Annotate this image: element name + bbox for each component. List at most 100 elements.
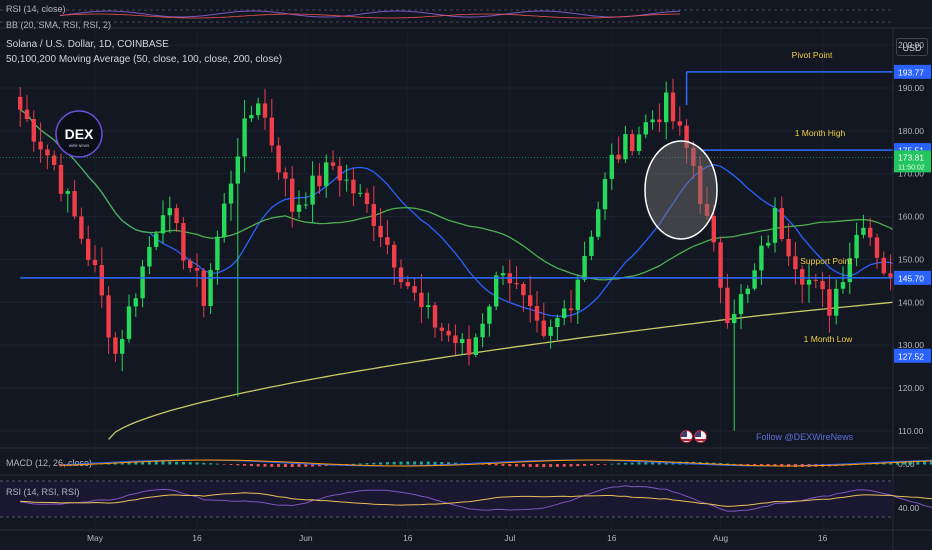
candle-body [752, 270, 757, 289]
macd-bar [759, 464, 763, 466]
top-bb-line [59, 13, 680, 19]
macd-bar [358, 463, 362, 465]
macd-bar [753, 464, 757, 466]
candle-body [235, 156, 240, 184]
candlesticks [18, 78, 932, 431]
macd-bar [576, 464, 580, 467]
candle-body [548, 326, 553, 336]
candle-body [92, 259, 98, 266]
candle-body [759, 245, 764, 271]
macd-bar [392, 461, 396, 465]
candle-body [466, 338, 472, 355]
candle-body [201, 270, 206, 306]
macd-bar [521, 464, 525, 467]
us-flag-icon[interactable] [694, 430, 707, 443]
macd-bar [555, 464, 559, 467]
macd-bar [236, 464, 240, 466]
candle-body [398, 267, 404, 283]
currency-button[interactable]: USD [896, 38, 928, 56]
macd-tick-label: 0.00 [898, 459, 915, 469]
macd-bar [929, 461, 932, 465]
macd-bar [243, 464, 247, 466]
candle-body [133, 298, 138, 307]
candle-body [528, 295, 533, 306]
moving-average-legend[interactable]: 50,100,200 Moving Average (50, close, 10… [6, 54, 283, 65]
candle-body [704, 203, 710, 216]
candle-body [256, 103, 261, 116]
macd-bar [304, 464, 308, 467]
time-tick-label: Jun [299, 533, 313, 543]
candle-body [24, 109, 30, 120]
time-tick-label: 16 [192, 533, 202, 543]
candle-body [324, 162, 329, 187]
candle-body [820, 280, 825, 290]
macd-bar [127, 462, 131, 465]
macd-bar [202, 462, 206, 465]
macd-bar [623, 462, 627, 465]
macd-bar [766, 464, 770, 467]
level-price-tag [894, 348, 931, 363]
macd-bar [215, 463, 219, 465]
candle-body [269, 117, 274, 146]
candle-body [147, 246, 152, 267]
level-price-tag [894, 64, 931, 79]
indicator-panels: MACD (12, 26, close) 0.00 RSI (14, RSI, RS… [0, 0, 932, 518]
macd-bar [222, 464, 226, 465]
candle-body [432, 305, 438, 328]
countdown-label: 11:50:02 [898, 164, 925, 171]
us-flag-icon[interactable] [680, 430, 693, 443]
rsi-line [20, 485, 932, 512]
macd-bar [147, 461, 151, 465]
candle-body [412, 286, 417, 293]
macd-bar [909, 461, 913, 465]
macd-bar [780, 464, 784, 467]
macd-bar [603, 464, 607, 465]
candle-body [623, 134, 628, 160]
macd-bar [351, 463, 355, 465]
candle-body [194, 268, 200, 271]
candle-body [303, 204, 308, 206]
candle-body [813, 279, 818, 281]
candle-body [473, 337, 478, 355]
candle-body [766, 242, 771, 246]
level-name-label: 1 Month High [795, 128, 846, 138]
macd-bar [120, 462, 124, 465]
macd-bar [719, 463, 723, 465]
top-bb-label: BB (20, SMA, RSI, RSI, 2) [6, 20, 112, 30]
candle-body [262, 103, 268, 118]
current-price-tag [894, 150, 931, 173]
candle-body [154, 233, 159, 247]
macd-bar [209, 463, 213, 465]
candle-body [786, 239, 791, 257]
macd-bar [385, 462, 389, 465]
candle-body [684, 125, 689, 148]
macd-bar [542, 464, 546, 467]
symbol-title[interactable]: Solana / U.S. Dollar, 1D, COINBASE [6, 39, 169, 50]
price-tick-label: 200.00 [898, 40, 924, 50]
candle-body [806, 279, 812, 285]
macd-bar [644, 461, 648, 465]
moving-average-line [19, 109, 932, 281]
candle-body [120, 339, 125, 354]
macd-bar [365, 463, 369, 465]
highlight-circle [644, 140, 718, 240]
candle-body [317, 175, 322, 187]
candle-body [494, 275, 499, 307]
level-price-tag [894, 270, 931, 285]
candle-body [881, 257, 886, 274]
candle-body [677, 121, 682, 126]
candle-body [113, 337, 118, 354]
top-strip [0, 0, 893, 28]
candle-body [657, 119, 662, 123]
macd-bar [256, 464, 260, 467]
macd-bar [916, 461, 920, 465]
candle-body [555, 317, 560, 327]
rsi-label: RSI (14, RSI, RSI) [6, 487, 80, 497]
candle-body [847, 258, 852, 283]
macd-bar [895, 462, 899, 465]
macd-bar [589, 464, 593, 466]
moving-average-line [19, 109, 932, 317]
candle-body [800, 269, 805, 285]
price-tick-label: 190.00 [898, 83, 924, 93]
